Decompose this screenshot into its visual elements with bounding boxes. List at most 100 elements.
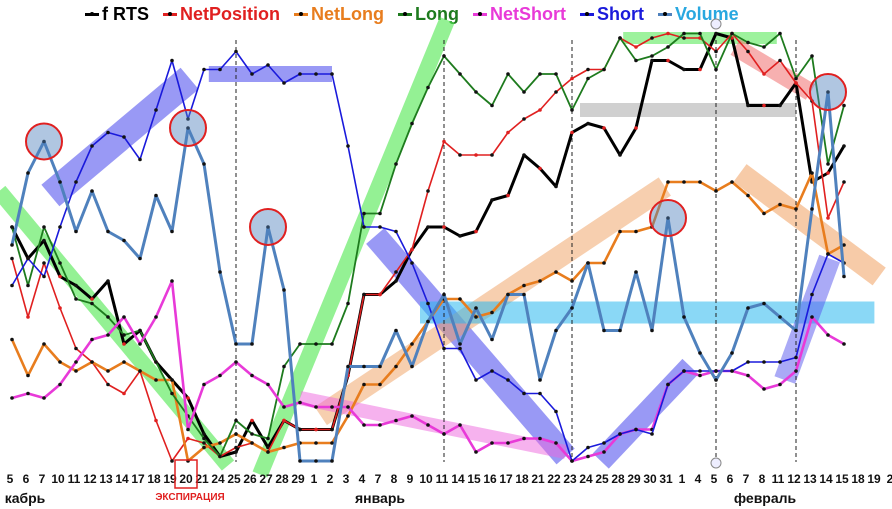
legend-item: NetLong <box>294 4 384 25</box>
data-point <box>314 441 318 445</box>
data-point <box>58 274 62 279</box>
data-point <box>218 454 222 459</box>
data-point <box>506 292 510 297</box>
data-point <box>138 328 142 333</box>
data-point <box>538 108 542 112</box>
data-point <box>810 207 814 211</box>
data-point <box>234 418 238 423</box>
data-point <box>506 441 510 445</box>
data-point <box>602 261 606 265</box>
legend-item: Short <box>579 4 644 25</box>
x-tick-label: 28 <box>275 472 289 486</box>
data-point <box>122 342 126 346</box>
series-f-rts <box>10 31 846 459</box>
x-tick-label: 12 <box>83 472 97 486</box>
marker-circle-icon <box>710 18 722 30</box>
data-point <box>602 67 606 72</box>
data-point <box>234 432 238 436</box>
data-point <box>618 328 622 333</box>
series-line <box>10 90 846 463</box>
data-point <box>74 180 78 184</box>
data-point <box>426 85 430 90</box>
data-point <box>794 369 798 373</box>
data-point <box>746 373 750 378</box>
x-tick-label: 11 <box>772 472 785 486</box>
legend-item: Volume <box>657 3 739 25</box>
data-point <box>650 54 654 58</box>
data-point <box>634 45 638 49</box>
highlight-circle <box>25 122 63 161</box>
data-point <box>410 247 414 252</box>
data-point <box>746 306 750 310</box>
data-point <box>410 414 414 418</box>
data-point <box>202 382 206 387</box>
data-point <box>250 342 254 346</box>
data-point <box>362 292 366 297</box>
data-point <box>58 225 62 229</box>
data-point <box>106 382 110 387</box>
data-point <box>618 36 622 40</box>
data-point <box>698 351 702 355</box>
data-point <box>26 283 30 288</box>
data-point <box>170 279 174 283</box>
data-point <box>410 342 414 346</box>
data-point <box>202 432 206 436</box>
data-point <box>650 328 654 333</box>
data-point <box>826 333 830 337</box>
data-point <box>474 378 478 382</box>
x-tick-label: 19 <box>163 472 177 486</box>
data-point <box>474 153 478 157</box>
data-point <box>618 153 622 157</box>
data-point <box>170 459 174 463</box>
data-point <box>490 198 494 202</box>
data-point <box>330 72 334 76</box>
data-point <box>714 378 718 382</box>
data-point <box>458 297 462 301</box>
data-point <box>346 301 350 306</box>
data-point <box>330 459 334 463</box>
data-point <box>490 441 494 445</box>
data-point <box>634 229 638 234</box>
data-point <box>666 31 670 36</box>
data-point <box>58 382 62 387</box>
data-point <box>554 409 558 414</box>
data-point <box>42 342 46 346</box>
x-tick-label: 5 <box>711 472 718 486</box>
data-point <box>746 360 750 364</box>
data-point <box>682 67 686 72</box>
data-point <box>378 292 382 297</box>
data-point <box>506 193 510 198</box>
expiration-label: ЭКСПИРАЦИЯ <box>155 492 224 503</box>
data-point <box>506 378 510 382</box>
data-point <box>666 180 670 184</box>
data-point <box>10 243 14 247</box>
data-point <box>682 369 686 373</box>
data-point <box>426 189 430 193</box>
legend-label: Long <box>415 3 459 24</box>
x-tick-label: 7 <box>743 472 750 486</box>
data-point <box>730 369 734 373</box>
data-point <box>570 279 574 283</box>
data-point <box>394 418 398 423</box>
data-point <box>810 54 814 58</box>
x-tick-label: 12 <box>787 472 801 486</box>
data-point <box>394 328 398 333</box>
data-point <box>842 342 846 346</box>
data-point <box>666 216 670 220</box>
data-point <box>522 90 526 94</box>
data-point <box>698 373 702 378</box>
data-point <box>42 396 46 400</box>
legend-label: Volume <box>674 3 739 24</box>
data-point <box>666 45 670 49</box>
data-point <box>618 432 622 436</box>
data-point <box>442 292 446 297</box>
x-tick-label: 3 <box>343 472 350 486</box>
data-point <box>810 315 814 319</box>
data-point <box>794 207 798 211</box>
x-tick-label: 24 <box>211 472 225 486</box>
highlight-circle <box>809 73 847 111</box>
data-point <box>554 72 558 76</box>
data-point <box>650 58 654 63</box>
data-point <box>442 139 446 144</box>
